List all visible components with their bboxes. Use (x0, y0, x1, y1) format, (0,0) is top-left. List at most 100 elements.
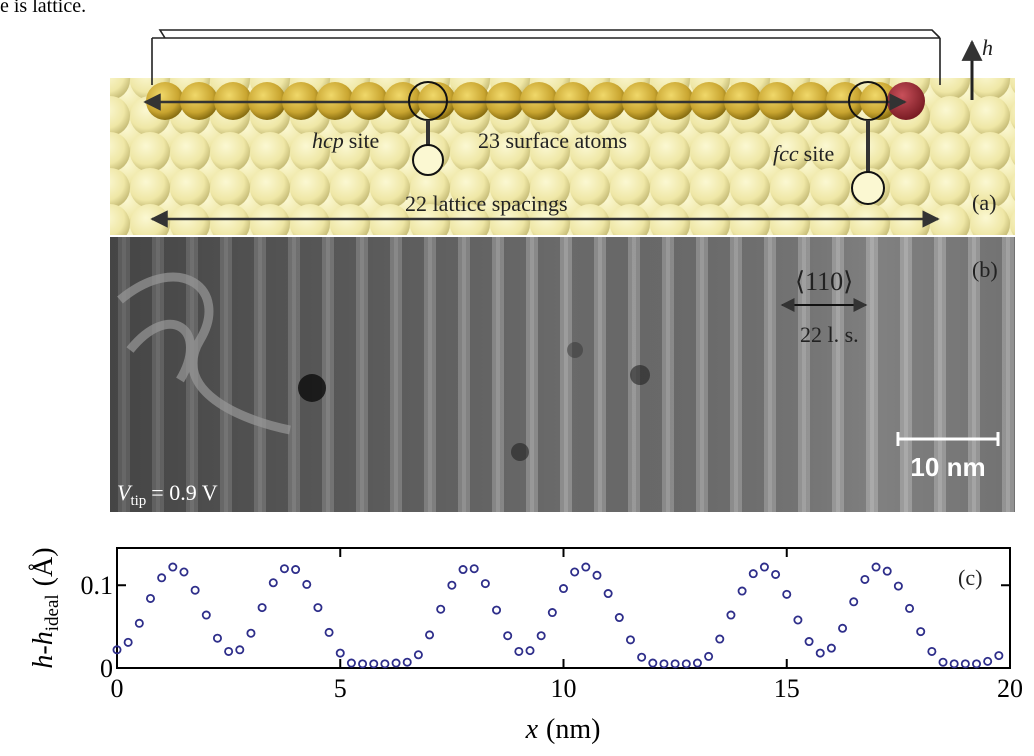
data-point (212, 633, 222, 643)
data-point (503, 631, 513, 641)
y-label-sub: ideal (42, 594, 63, 631)
data-point (748, 569, 758, 579)
data-point (547, 608, 557, 618)
y-tick-label: 0 (100, 654, 113, 683)
data-point (994, 651, 1004, 661)
defect (298, 374, 326, 402)
x-axis-label: x (nm) (525, 714, 601, 745)
data-point (737, 586, 747, 596)
y-axis-label: h-hideal (Å) (28, 547, 63, 668)
panel-c-label: (c) (958, 565, 982, 590)
data-point (425, 630, 435, 640)
data-point (938, 657, 948, 667)
stm-shading (110, 237, 1015, 512)
data-point (201, 610, 211, 620)
data-point (123, 637, 133, 647)
stm-domain (117, 272, 291, 435)
panel-c: (c) x (nm) h-hideal (Å) 0 5 10 15 20 0 0.1 (28, 547, 1023, 745)
data-point (458, 565, 468, 575)
data-point (570, 567, 580, 577)
cell-box (151, 29, 941, 85)
data-point (782, 589, 792, 599)
scale-bar-label: 10 nm (910, 452, 985, 482)
x-label-var: x (525, 714, 539, 745)
defect (630, 365, 650, 385)
data-point (536, 631, 546, 641)
data-point (927, 646, 937, 656)
fcc-italic: fcc (773, 141, 799, 166)
bias-value: = 0.9 V (151, 480, 218, 505)
data-point (960, 659, 970, 669)
panel-a: h hcp site 23 surface atoms fcc site 22 la… (110, 29, 1015, 235)
data-point (369, 659, 379, 669)
y-label-var: h-h (28, 631, 59, 668)
panel-a-label: (a) (972, 190, 996, 215)
fcc-site-word: site (804, 141, 835, 166)
data-point (168, 562, 178, 572)
data-point (391, 658, 401, 668)
x-label-unit: (nm) (546, 714, 600, 745)
data-point (559, 584, 569, 594)
data-point (949, 659, 959, 669)
data-point (681, 659, 691, 669)
surface-atoms-label: 23 surface atoms (478, 128, 627, 153)
data-point (134, 618, 144, 628)
data-point (983, 656, 993, 666)
data-point (625, 635, 635, 645)
data-point (592, 570, 602, 580)
hcp-label: hcp site (312, 128, 379, 153)
defect (567, 342, 583, 358)
data-point (179, 567, 189, 577)
data-point (380, 659, 390, 669)
x-tick-label: 0 (111, 674, 124, 703)
data-point (246, 628, 256, 638)
height-label: h (982, 35, 993, 60)
data-point (715, 634, 725, 644)
data-point (324, 627, 334, 637)
data-point (302, 579, 312, 589)
data-point (603, 589, 613, 599)
data-point (648, 658, 658, 668)
data-point (235, 645, 245, 655)
data-point (480, 579, 490, 589)
plot-frame (116, 547, 1011, 669)
bias-label: Vtip = 0.9 V (117, 480, 218, 509)
data-point (871, 562, 881, 572)
data-point (581, 562, 591, 572)
lattice-spacings-label: 22 lattice spacings (405, 191, 568, 216)
data-point (838, 623, 848, 633)
data-point (313, 603, 323, 613)
data-point (112, 645, 122, 655)
x-tick-label: 10 (551, 674, 577, 703)
y-tick-label: 0.1 (81, 571, 114, 600)
data-point (804, 637, 814, 647)
data-point (279, 564, 289, 574)
data-point (358, 659, 368, 669)
data-point (726, 610, 736, 620)
direction-label: ⟨110⟩ (795, 267, 853, 296)
data-point (692, 658, 702, 668)
data-point (190, 585, 200, 595)
data-point (826, 643, 836, 653)
data-point (514, 646, 524, 656)
fcc-site (851, 171, 885, 205)
data-point (402, 657, 412, 667)
data-point (291, 565, 301, 575)
data-point (860, 574, 870, 584)
data-point (905, 603, 915, 613)
data-point (492, 605, 502, 615)
data-point (614, 613, 624, 623)
caption-fragment: e is lattice. (0, 0, 86, 17)
data-point (346, 658, 356, 668)
fcc-label: fcc site (773, 141, 834, 166)
data-point (525, 646, 535, 656)
scale-bar (896, 432, 1000, 446)
hcp-site-word: site (349, 128, 380, 153)
data-point (447, 580, 457, 590)
panel-b: ⟨110⟩ 22 l. s. (b) 10 nm Vtip = 0.9 V (110, 237, 1015, 512)
defect (511, 443, 529, 461)
data-point (972, 659, 982, 669)
x-tick-label: 15 (774, 674, 800, 703)
data-point (637, 652, 647, 662)
